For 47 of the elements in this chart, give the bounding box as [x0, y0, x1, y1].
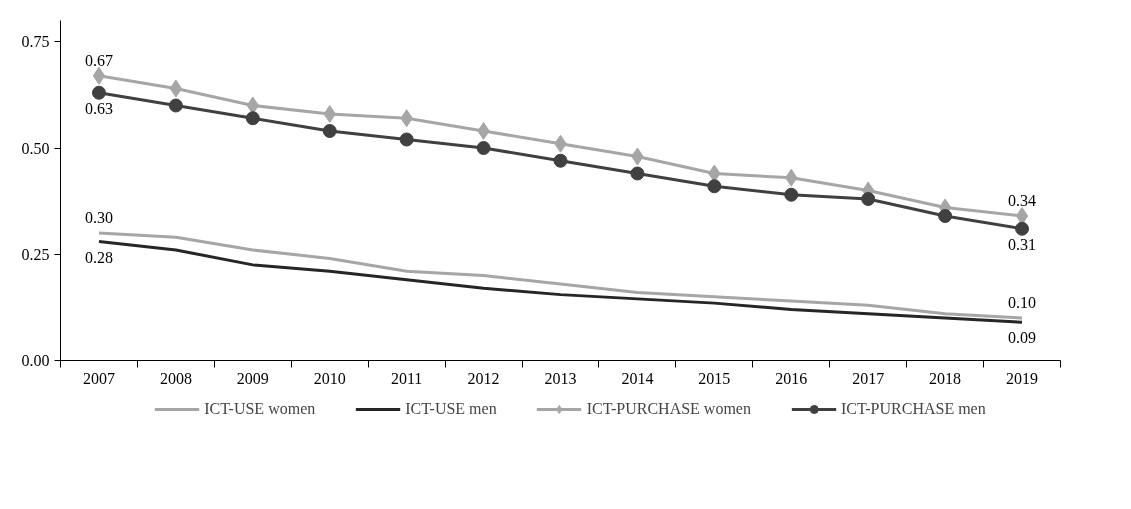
point — [707, 179, 722, 194]
legend-label: ICT-PURCHASE women — [586, 399, 751, 418]
x-tick-label: 2010 — [313, 369, 346, 387]
point — [399, 132, 414, 147]
point — [1015, 207, 1029, 225]
point — [168, 98, 183, 113]
y-tick-label: 0.00 — [21, 352, 50, 369]
point — [477, 122, 490, 140]
point — [784, 187, 799, 202]
legend-label: ICT-PURCHASE men — [840, 399, 986, 418]
x-tick-label: 2018 — [929, 369, 962, 387]
point — [245, 111, 260, 126]
x-tick-label: 2009 — [236, 369, 269, 387]
point — [92, 66, 106, 85]
data-label: 0.10 — [1008, 294, 1037, 311]
data-label: 0.31 — [1008, 235, 1037, 253]
point — [476, 141, 491, 155]
data-label: 0.09 — [1008, 329, 1037, 347]
x-tick-label: 2011 — [390, 369, 423, 387]
data-label: 0.67 — [84, 51, 113, 69]
data-label: 0.30 — [84, 209, 113, 226]
x-tick-label: 2012 — [467, 369, 500, 387]
x-tick-label: 2015 — [698, 369, 731, 387]
point — [323, 105, 336, 123]
x-tick-label: 2019 — [1006, 369, 1039, 387]
point — [938, 209, 953, 223]
data-label: 0.28 — [84, 248, 113, 266]
point — [1015, 221, 1030, 236]
point — [91, 85, 106, 100]
point — [553, 153, 568, 168]
point — [169, 79, 183, 98]
x-tick-label: 2013 — [544, 369, 577, 387]
legend-label: ICT-USE men — [405, 399, 497, 418]
y-tick-label: 0.75 — [21, 33, 50, 51]
y-tick-label: 0.25 — [21, 245, 50, 263]
data-label: 0.34 — [1008, 192, 1037, 209]
x-tick-label: 2016 — [775, 369, 808, 387]
x-tick-label: 2007 — [82, 369, 115, 387]
x-tick-label: 2014 — [621, 369, 654, 387]
data-label: 0.63 — [84, 99, 113, 117]
point — [322, 124, 337, 138]
x-tick-label: 2017 — [852, 369, 885, 387]
x-tick-label: 2008 — [159, 369, 192, 387]
point — [861, 192, 876, 206]
point — [630, 166, 645, 181]
legend-label: ICT-USE women — [204, 399, 316, 418]
y-tick-label: 0.50 — [21, 139, 50, 157]
